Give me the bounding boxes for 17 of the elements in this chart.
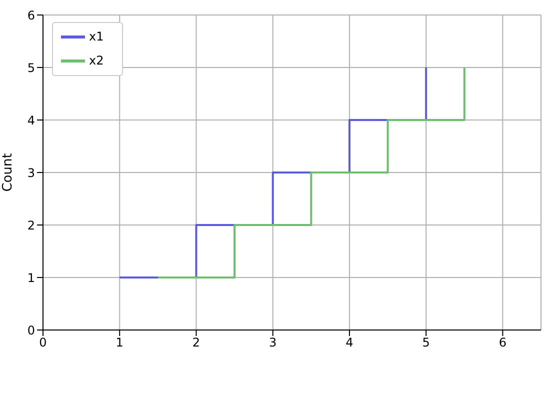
x-tick-label: 2 <box>192 336 200 350</box>
y-tick-label: 0 <box>27 323 35 338</box>
x-tick-label: 4 <box>346 336 354 350</box>
x-tick-label: 1 <box>116 336 124 350</box>
y-axis-title: Count <box>0 153 16 192</box>
y-tick-label: 5 <box>27 60 35 75</box>
y-tick-label: 2 <box>27 218 35 232</box>
y-tick-label: 3 <box>27 166 35 180</box>
x-tick-label: 5 <box>422 336 430 350</box>
legend-label: x2 <box>89 53 104 68</box>
y-tick-label: 4 <box>27 113 35 128</box>
x-tick-label: 3 <box>269 336 277 350</box>
y-tick-label: 1 <box>27 270 35 285</box>
y-tick-label: 6 <box>27 8 35 22</box>
legend-label: x1 <box>89 29 104 44</box>
x-tick-label: 0 <box>39 336 47 350</box>
x-tick-label: 6 <box>498 336 507 350</box>
